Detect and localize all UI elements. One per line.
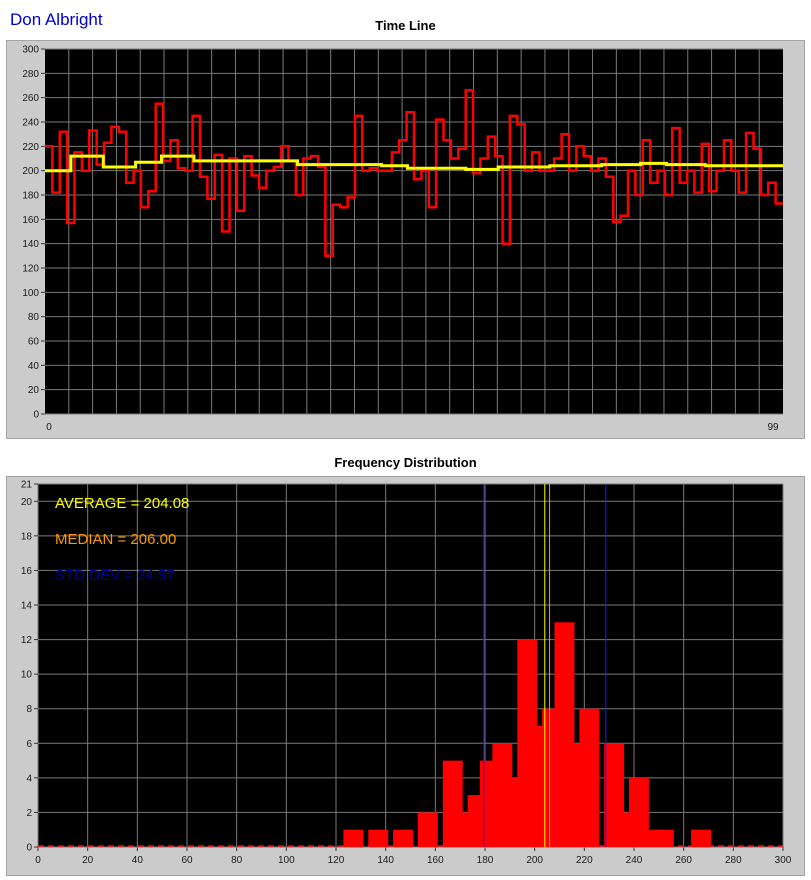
frequency-x-tick-label: 180	[477, 855, 494, 866]
frequency-y-tick-label: 10	[21, 670, 33, 681]
frequency-x-tick-label: 120	[328, 855, 345, 866]
frequency-x-tick-label: 240	[626, 855, 643, 866]
timeline-y-tick-label: 280	[22, 69, 39, 80]
frequency-x-tick-label: 60	[181, 855, 193, 866]
frequency-x-tick-label: 300	[775, 855, 792, 866]
timeline-series-yellow	[45, 154, 783, 173]
frequency-x-tick-label: 160	[427, 855, 444, 866]
frequency-y-tick-label: 20	[21, 497, 33, 508]
timeline-y-tick-label: 20	[28, 385, 40, 396]
author-name: Don Albright	[10, 10, 103, 29]
frequency-title: Frequency Distribution	[334, 455, 477, 470]
frequency-bar	[417, 812, 438, 847]
timeline-y-tick-label: 300	[22, 45, 39, 56]
frequency-x-tick-label: 40	[132, 855, 144, 866]
timeline-y-tick-label: 200	[22, 166, 39, 177]
timeline-y-tick-label: 140	[22, 239, 39, 250]
frequency-y-tick-label: 18	[21, 531, 33, 542]
average-label: AVERAGE = 204.08	[55, 495, 189, 512]
frequency-x-tick-label: 100	[278, 855, 295, 866]
timeline-x-tick-label: 0	[46, 422, 52, 433]
frequency-x-tick-label: 0	[35, 855, 41, 866]
timeline-y-tick-label: 40	[28, 361, 40, 372]
frequency-plot-area	[38, 484, 783, 847]
frequency-bar	[393, 829, 413, 847]
frequency-bar	[691, 829, 711, 847]
frequency-bar	[579, 708, 600, 847]
frequency-y-tick-label: 0	[26, 843, 32, 854]
timeline-series-red	[45, 89, 783, 258]
frequency-x-tick-label: 200	[526, 855, 543, 866]
median-label: MEDIAN = 206.00	[55, 531, 176, 548]
timeline-y-tick-label: 0	[33, 410, 39, 421]
frequency-y-tick-label: 2	[26, 808, 32, 819]
timeline-y-tick-label: 240	[22, 118, 39, 129]
timeline-y-tick-label: 260	[22, 93, 39, 104]
timeline-plot-area	[45, 49, 783, 414]
timeline-x-tick-label: 99	[767, 422, 779, 433]
frequency-bar	[368, 829, 389, 847]
frequency-x-tick-label: 280	[725, 855, 742, 866]
frequency-bar	[343, 829, 364, 847]
frequency-y-tick-label: 4	[26, 773, 32, 784]
timeline-y-tick-label: 180	[22, 191, 39, 202]
frequency-y-tick-label: 8	[26, 704, 32, 715]
timeline-chart: 0 20 40 60 80 100 120 140 160 180 200 220 240 260 280 3…	[22, 45, 783, 433]
timeline-y-tick-label: 100	[22, 288, 39, 299]
frequency-y-tick-label: 6	[26, 739, 32, 750]
timeline-y-tick-label: 60	[28, 337, 40, 348]
frequency-y-tick-label: 14	[21, 601, 33, 612]
frequency-x-tick-label: 20	[82, 855, 94, 866]
frequency-x-tick-label: 140	[377, 855, 394, 866]
timeline-y-tick-label: 160	[22, 215, 39, 226]
std-dev-label: STD DEV = 24.57	[55, 567, 175, 584]
timeline-title: Time Line	[375, 18, 436, 33]
timeline-y-tick-label: 220	[22, 142, 39, 153]
frequency-x-tick-label: 260	[675, 855, 692, 866]
timeline-y-tick-label: 80	[28, 312, 40, 323]
frequency-y-tick-label: 21	[21, 480, 33, 491]
frequency-y-tick-label: 12	[21, 635, 33, 646]
frequency-x-tick-label: 220	[576, 855, 593, 866]
frequency-bar	[653, 829, 674, 847]
timeline-y-tick-label: 120	[22, 264, 39, 275]
frequency-x-tick-label: 80	[231, 855, 243, 866]
frequency-y-tick-label: 16	[21, 566, 33, 577]
